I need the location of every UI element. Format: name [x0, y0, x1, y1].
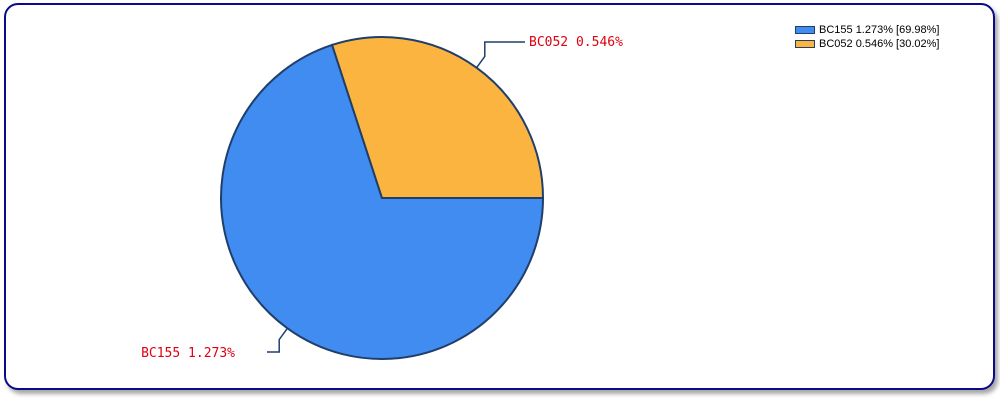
- leader-lines: [267, 41, 525, 353]
- slice-label-bc052: BC052 0.546%: [529, 35, 623, 50]
- legend: BC155 1.273% [69.98%] BC052 0.546% [30.0…: [795, 23, 939, 51]
- legend-label-bc155: BC155 1.273% [69.98%]: [819, 24, 940, 36]
- legend-swatch-bc052: [795, 40, 815, 48]
- pie-slices: [220, 36, 545, 360]
- pie-slice-bc155: [220, 43, 545, 360]
- legend-label-bc052: BC052 0.546% [30.02%]: [819, 38, 940, 50]
- pie-slice-bc052: [330, 36, 545, 199]
- leader-line-bc155: [267, 327, 289, 353]
- legend-swatch-bc155: [795, 26, 815, 34]
- slice-labels: BC052 0.546% BC155 1.273%: [141, 35, 623, 361]
- legend-item-bc155: BC155 1.273% [69.98%]: [795, 23, 939, 37]
- leader-line-bc052: [475, 41, 525, 69]
- legend-item-bc052: BC052 0.546% [30.02%]: [795, 37, 939, 51]
- slice-label-bc155: BC155 1.273%: [141, 346, 235, 361]
